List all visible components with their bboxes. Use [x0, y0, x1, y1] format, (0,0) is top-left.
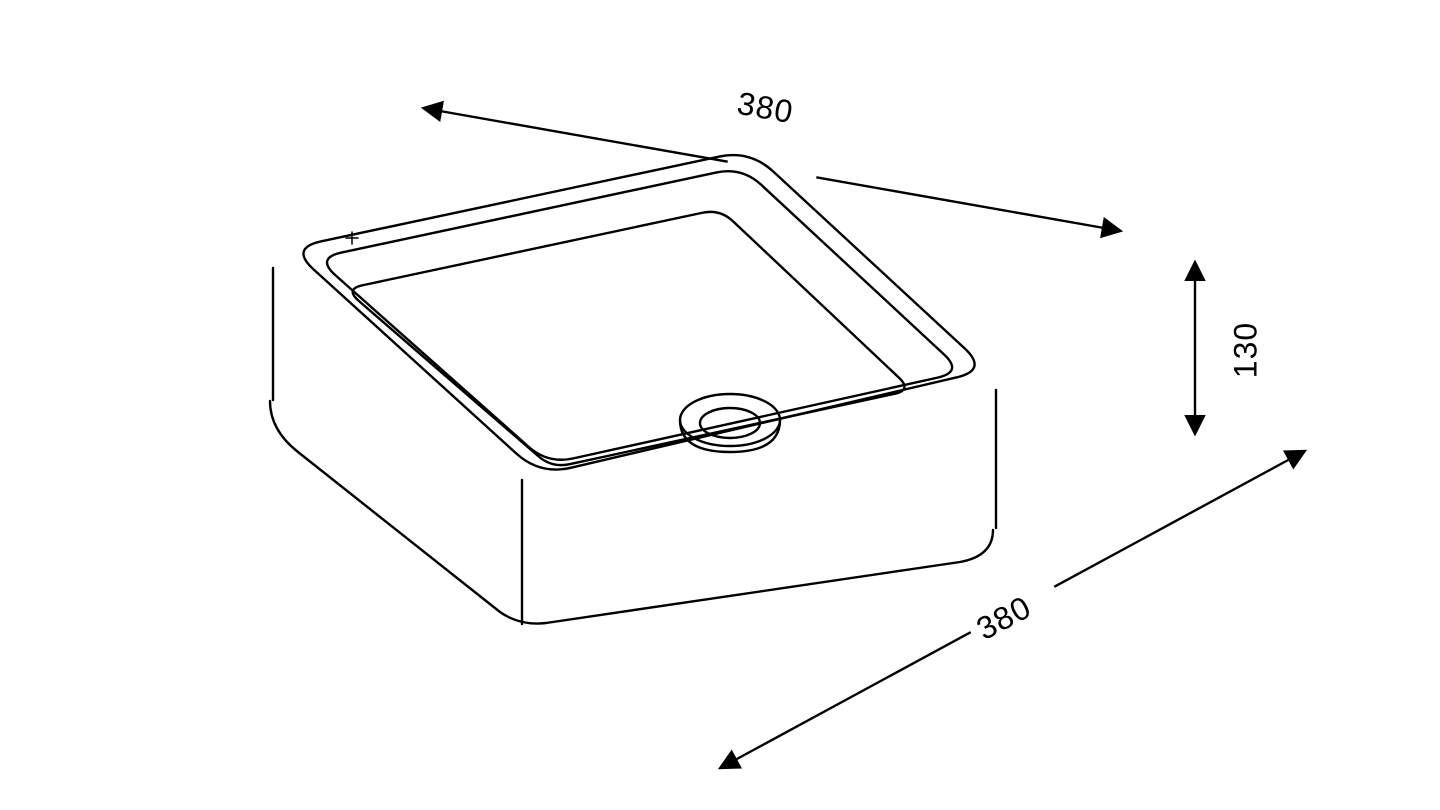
outer-rim: [303, 155, 974, 469]
dim-height-label: 130: [1227, 322, 1263, 378]
bottom-left: [270, 401, 546, 624]
inner-rim: [327, 171, 952, 460]
dim-depth-label: 380: [970, 589, 1037, 647]
basin-outline: [270, 155, 996, 624]
bottom-right: [546, 530, 993, 623]
dim-width-label: 380: [735, 85, 797, 130]
dimension-annotations: 380 130 380: [440, 85, 1290, 760]
basin-floor: [353, 212, 905, 465]
basin-dimension-diagram: 380 130 380: [0, 0, 1440, 810]
